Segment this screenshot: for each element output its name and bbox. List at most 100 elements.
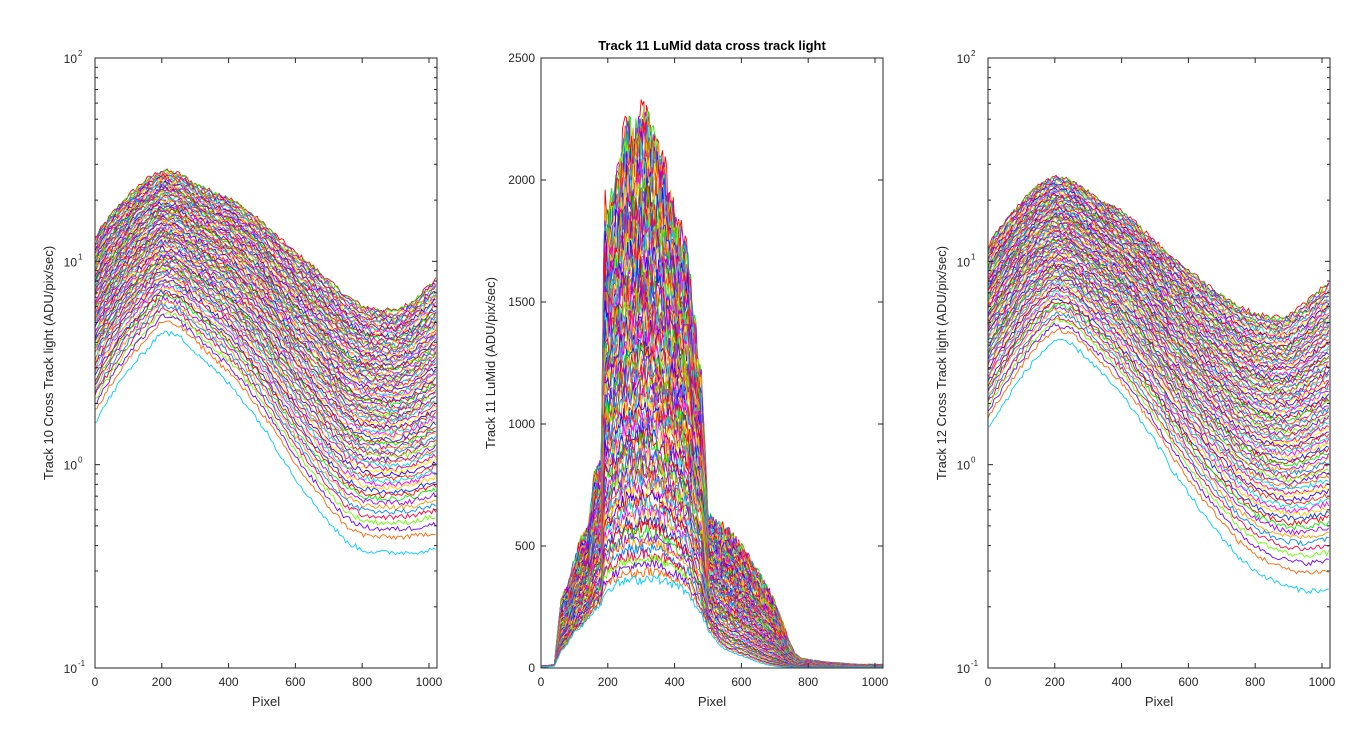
series-line — [988, 189, 1330, 342]
tick-marks — [540, 57, 883, 669]
x-tick-label: 0 — [92, 675, 99, 689]
series-line — [95, 292, 437, 498]
series-line — [988, 205, 1329, 370]
series-line — [988, 305, 1330, 536]
series-line — [95, 250, 437, 438]
series-line — [988, 259, 1330, 457]
x-tick-label: 200 — [1045, 675, 1065, 689]
series-line — [95, 190, 437, 346]
y-tick-label: 10 — [957, 662, 971, 676]
x-tick-label: 800 — [1245, 675, 1265, 689]
series-line — [988, 203, 1329, 368]
series-line — [95, 265, 437, 457]
series-line — [988, 286, 1330, 502]
series-line — [95, 194, 437, 354]
series-line — [988, 282, 1329, 495]
y-tick-label: 10 — [957, 255, 971, 269]
y-tick-label: 10 — [64, 255, 78, 269]
series-line — [95, 245, 436, 430]
x-tick-label: 0 — [985, 675, 992, 689]
y-tick-label: 2000 — [508, 173, 535, 187]
x-tick-label: 200 — [152, 675, 172, 689]
series-line — [95, 235, 436, 415]
y-tick-label: 10 — [957, 459, 971, 473]
series-line — [988, 260, 1330, 460]
x-tick-label: 200 — [598, 675, 618, 689]
axes-box — [540, 57, 884, 669]
series-line — [988, 212, 1330, 381]
series-line — [95, 243, 437, 426]
series-line — [988, 307, 1329, 540]
series-line — [988, 258, 1329, 454]
series-line — [95, 307, 437, 521]
series-line — [95, 215, 437, 383]
series-line — [95, 261, 436, 453]
x-tick-label: 400 — [219, 675, 239, 689]
y-tick-label: 0 — [528, 661, 535, 675]
series-lines — [541, 99, 883, 668]
series-line — [95, 235, 437, 414]
series-line — [988, 195, 1330, 351]
series-line — [988, 292, 1330, 514]
series-line — [95, 266, 437, 461]
series-line — [988, 238, 1330, 423]
y-axis-label: Track 12 Cross Track light (ADU/pix/sec) — [934, 246, 949, 480]
x-tick-label: 1000 — [862, 675, 889, 689]
series-line — [95, 310, 436, 526]
x-tick-label: 0 — [538, 675, 545, 689]
series-line — [541, 573, 883, 668]
x-tick-label: 400 — [1112, 675, 1132, 689]
tick-marks — [94, 57, 437, 669]
y-tick-exponent: 2 — [971, 49, 976, 58]
series-line — [95, 295, 437, 506]
series-line — [988, 318, 1330, 558]
series-line — [988, 266, 1330, 471]
series-line — [988, 314, 1329, 551]
tick-marks — [987, 57, 1330, 669]
series-line — [95, 330, 436, 556]
series-line — [95, 188, 436, 343]
axes-box — [94, 57, 438, 669]
series-line — [95, 185, 436, 339]
series-line — [95, 240, 437, 424]
series-line — [988, 183, 1330, 335]
series-line — [988, 238, 1329, 425]
series-line — [95, 231, 436, 408]
series-line — [988, 211, 1330, 380]
y-tick-label: 10 — [64, 662, 78, 676]
series-line — [95, 274, 437, 472]
series-line — [988, 221, 1329, 395]
series-line — [988, 245, 1329, 435]
series-line — [988, 301, 1330, 531]
series-line — [95, 245, 436, 428]
series-line — [988, 214, 1329, 386]
y-tick-label: 1000 — [508, 417, 535, 431]
y-tick-exponent: -1 — [971, 659, 979, 668]
series-line — [95, 184, 437, 337]
series-line — [95, 302, 437, 515]
series-line — [95, 277, 437, 474]
y-axis-label: Track 11 LuMid (ADU/pix/sec) — [483, 277, 498, 449]
x-tick-label: 600 — [1178, 675, 1198, 689]
series-line — [988, 249, 1329, 443]
series-line — [988, 278, 1329, 491]
y-tick-exponent: 0 — [971, 456, 976, 465]
series-line — [95, 233, 437, 411]
series-line — [988, 186, 1330, 338]
series-line — [95, 170, 436, 318]
series-line — [988, 301, 1330, 527]
y-tick-exponent: -1 — [78, 659, 86, 668]
x-tick-label: 800 — [798, 675, 818, 689]
y-tick-label: 1500 — [508, 295, 535, 309]
series-line — [988, 228, 1330, 406]
series-line — [988, 178, 1330, 327]
x-axis-label: Pixel — [252, 694, 280, 709]
series-line — [95, 169, 436, 315]
series-line — [988, 311, 1329, 546]
series-line — [988, 287, 1329, 506]
series-line — [988, 322, 1329, 567]
